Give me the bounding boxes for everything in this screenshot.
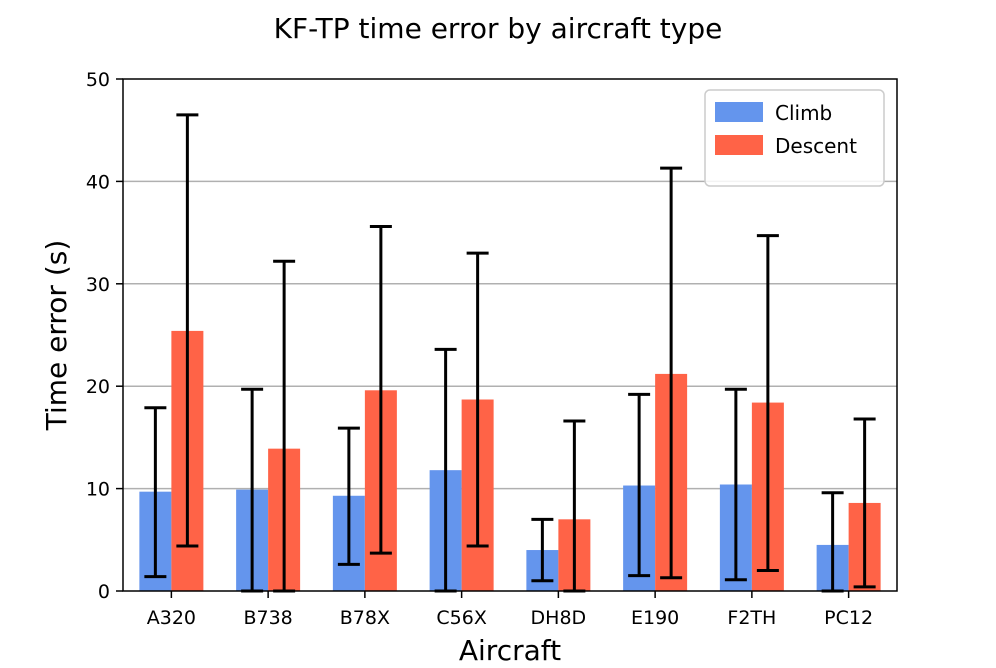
x-tick-label-b738: B738 [243,607,292,629]
x-tick-label-f2th: F2TH [727,607,776,629]
x-tick-label-dh8d: DH8D [531,607,587,629]
legend-swatch-climb [715,102,763,122]
x-tick-label-a320: A320 [147,607,196,629]
y-tick-label: 20 [86,376,110,398]
y-tick-label: 40 [86,171,110,193]
bars [139,330,881,591]
axes [116,78,898,598]
y-tick-label: 10 [86,479,110,501]
y-tick-label: 50 [86,69,110,91]
legend: Climb Descent [704,89,885,187]
x-axis-label: Aircraft [459,634,561,664]
x-tick-label-b78x: B78X [340,607,390,629]
x-tick-label-pc12: PC12 [824,607,873,629]
plot-frame [122,78,898,592]
legend-label-climb: Climb [775,101,832,125]
y-axis-label: Time error (s) [40,240,73,432]
legend-swatch-descent [715,135,763,155]
y-tick-label: 0 [98,581,110,603]
legend-label-descent: Descent [775,134,857,158]
y-tick-label: 30 [86,274,110,296]
chart-title: KF-TP time error by aircraft type [274,12,723,45]
tick-labels: 0 10 20 30 40 50 A320 B738 B78X C56X DH8D E190 F2TH P… [86,69,873,629]
x-tick-label-e190: E190 [631,607,679,629]
x-tick-label-c56x: C56X [436,607,486,629]
